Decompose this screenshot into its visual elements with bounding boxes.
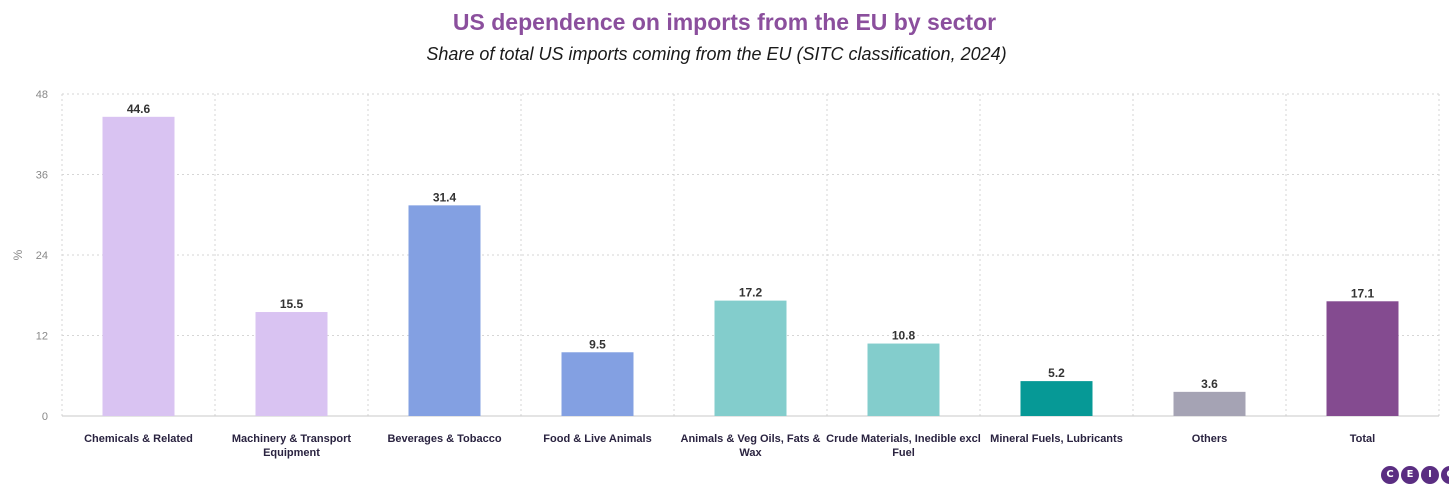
x-tick-label: Chemicals & Related xyxy=(84,433,193,445)
ceic-logo: C E I C xyxy=(1381,466,1449,484)
logo-letter: C xyxy=(1381,466,1399,484)
x-tick-label: Food & Live Animals xyxy=(543,433,651,445)
bar xyxy=(714,300,787,416)
x-tick-label: Wax xyxy=(739,447,762,459)
x-tick-label: Crude Materials, Inedible excl xyxy=(826,433,981,445)
bar-layer xyxy=(102,116,1399,416)
y-tick-label: 48 xyxy=(36,89,48,101)
bar xyxy=(561,352,634,416)
y-tick-label: 24 xyxy=(36,250,48,262)
label-layer: 0 12 24 36 48% 44.6 Chemicals & Related 15.5 Mac… xyxy=(11,89,1375,459)
data-label: 5.2 xyxy=(1048,366,1065,380)
y-tick-label: 12 xyxy=(36,331,48,343)
x-tick-label: Others xyxy=(1192,433,1227,445)
bar xyxy=(1020,381,1093,416)
x-tick-label: Mineral Fuels, Lubricants xyxy=(990,433,1123,445)
data-label: 31.4 xyxy=(433,190,457,204)
bar xyxy=(408,205,481,416)
bar xyxy=(102,116,175,416)
data-label: 15.5 xyxy=(280,297,304,311)
x-tick-label: Equipment xyxy=(263,447,320,459)
data-label: 3.6 xyxy=(1201,377,1218,391)
x-tick-label: Total xyxy=(1350,433,1375,445)
data-label: 9.5 xyxy=(589,337,606,351)
logo-letter: I xyxy=(1421,466,1439,484)
data-label: 10.8 xyxy=(892,329,916,343)
bar xyxy=(1326,301,1399,416)
x-tick-label: Beverages & Tobacco xyxy=(387,433,501,445)
logo-letter: E xyxy=(1401,466,1419,484)
y-tick-label: 0 xyxy=(42,411,48,423)
data-label: 17.1 xyxy=(1351,286,1375,300)
data-label: 44.6 xyxy=(127,102,151,116)
chart-subtitle: Share of total US imports coming from th… xyxy=(426,44,1007,64)
y-tick-label: 36 xyxy=(36,170,48,182)
x-tick-label: Fuel xyxy=(892,447,915,459)
x-tick-label: Machinery & Transport xyxy=(232,433,352,445)
x-tick-label: Animals & Veg Oils, Fats & xyxy=(681,433,821,445)
chart-title: US dependence on imports from the EU by … xyxy=(452,9,997,35)
data-label: 17.2 xyxy=(739,286,763,300)
bar xyxy=(255,312,328,416)
bar xyxy=(867,343,940,416)
logo-letter: C xyxy=(1441,466,1449,484)
y-axis-label: % xyxy=(11,249,25,260)
bar xyxy=(1173,391,1246,416)
